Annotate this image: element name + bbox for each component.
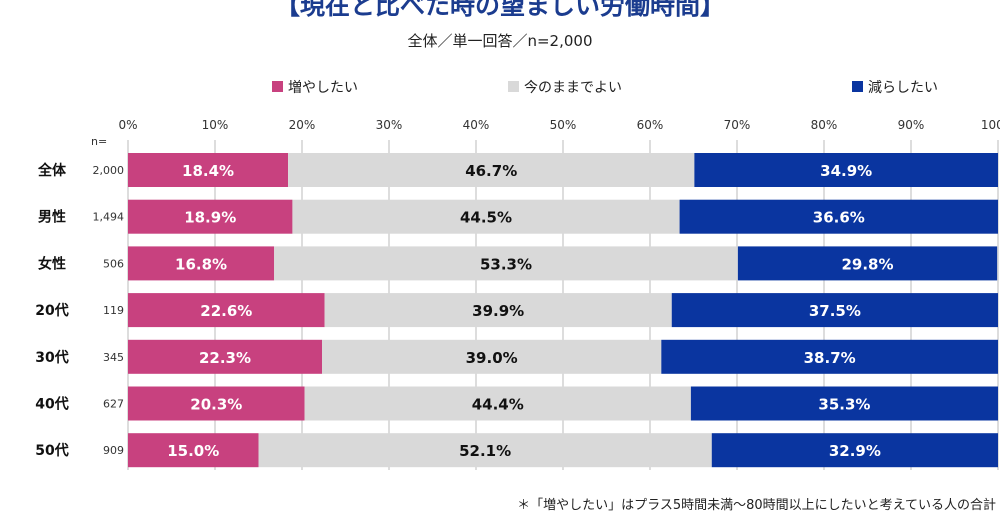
bar-segment-1 [128,246,275,281]
data-label: 34.9% [820,162,872,180]
x-tick-label: 0% [118,118,137,132]
x-tick-label: 80% [811,118,838,132]
legend-swatch-1 [272,81,283,92]
bar-segment-2 [274,246,738,281]
data-label: 39.9% [472,302,524,320]
chart-subtitle: 全体／単一回答／n=2,000 [407,32,593,50]
bar-segment-1 [128,153,289,187]
category-label: 30代 [35,349,68,366]
data-label: 32.9% [829,442,881,460]
x-tick-label: 40% [463,118,490,132]
x-tick-label: 30% [376,118,403,132]
bar-segment-2 [288,153,695,187]
category-label: 40代 [35,396,68,413]
bar-segment-1 [128,293,325,328]
x-tick-label: 70% [724,118,751,132]
x-tick-label: 100% [981,118,1000,132]
bar-segment-1 [128,433,259,468]
x-tick-label: 20% [289,118,316,132]
data-label: 22.6% [200,302,252,320]
footnote: ＊「増やしたい」はプラス5時間未満〜80時間以上にしたいと考えている人の合計 [517,498,996,513]
bar-segment-1 [128,386,305,421]
bar-segment-3 [679,199,998,234]
n-value: 909 [103,444,124,457]
chart-title: 【現在と比べた時の望ましい労働時間】 [274,0,725,20]
bar-segment-2 [292,199,680,234]
x-tick-label: 90% [898,118,925,132]
category-label: 男性 [38,209,66,226]
bar-segment-3 [694,153,998,187]
data-label: 44.4% [472,396,524,414]
bar-segment-1 [128,199,293,234]
category-label: 全体 [37,162,67,179]
data-label: 38.7% [804,349,856,367]
data-label: 52.1% [459,442,511,460]
data-label: 35.3% [818,396,870,414]
bar-segment-3 [671,293,998,328]
data-label: 22.3% [199,349,251,367]
bar-segment-3 [737,246,998,281]
n-value: 1,494 [93,211,125,224]
data-label: 44.5% [460,209,512,227]
legend-label-1: 増やしたい [288,80,358,96]
bar-segment-2 [322,339,662,374]
x-tick-label: 10% [202,118,229,132]
n-value: 2,000 [93,164,125,177]
data-label: 39.0% [466,349,518,367]
data-label: 37.5% [809,302,861,320]
category-label: 20代 [35,302,68,319]
bar-segment-3 [690,386,998,421]
bar-segment-2 [258,433,712,468]
legend-swatch-3 [852,81,863,92]
bar-segment-1 [128,339,323,374]
x-tick-label: 60% [637,118,664,132]
data-label: 18.9% [184,209,236,227]
data-label: 18.4% [182,162,234,180]
n-value: 119 [103,304,124,317]
bar-segment-2 [304,386,691,421]
data-label: 46.7% [465,162,517,180]
n-value: 345 [103,351,124,364]
data-label: 16.8% [175,255,227,273]
legend-label-3: 減らしたい [868,79,938,96]
n-value: 506 [103,257,124,270]
data-label: 20.3% [190,396,242,414]
bar-segment-3 [661,339,998,374]
category-label: 50代 [35,442,68,459]
bar-segment-3 [711,433,998,468]
n-value: 627 [103,398,124,411]
n-label: n= [91,135,107,148]
legend-label-2: 今のままでよい [524,80,622,96]
x-tick-label: 50% [550,118,577,132]
category-label: 女性 [38,255,66,272]
data-label: 36.6% [813,209,865,227]
legend-swatch-2 [508,81,519,92]
data-label: 53.3% [480,255,532,273]
bar-segment-2 [324,293,672,328]
data-label: 29.8% [841,255,893,273]
data-label: 15.0% [167,442,219,460]
